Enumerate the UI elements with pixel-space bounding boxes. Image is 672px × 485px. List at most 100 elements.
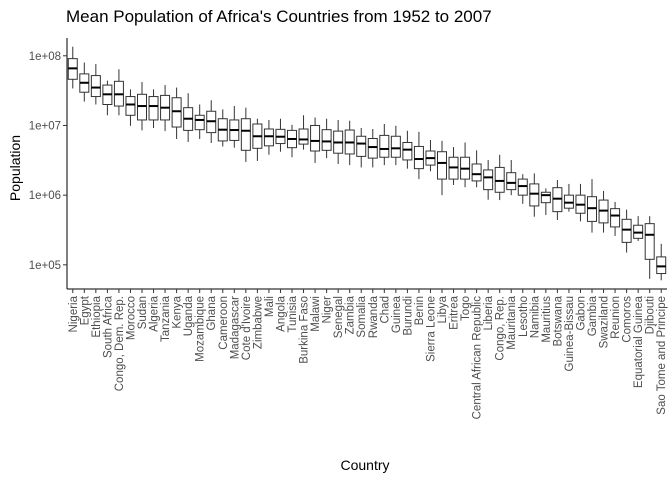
box [298, 128, 309, 145]
x-axis-title: Country [340, 457, 389, 473]
x-tick-label: Senegal [333, 296, 345, 338]
x-tick-label: Liberia [483, 295, 495, 330]
x-tick-label: Niger [322, 296, 334, 324]
x-tick-label: Eritrea [449, 295, 461, 329]
x-tick-label: Guinea [391, 295, 403, 333]
x-tick-label: Algeria [149, 295, 161, 331]
box [390, 135, 401, 158]
box-group [113, 69, 124, 116]
box-group [633, 216, 644, 241]
box-group [67, 46, 78, 89]
box-group [598, 190, 609, 233]
box [379, 134, 390, 158]
box-group [240, 107, 251, 162]
y-axis: 1e+05 1e+06 1e+07 1e+08 [29, 38, 68, 289]
x-tick-label: Zimbabwe [252, 296, 264, 349]
x-tick-label: Botswana [552, 295, 564, 346]
box [90, 75, 101, 98]
y-tick-label: 1e+07 [29, 120, 61, 132]
box-group [402, 130, 413, 169]
box [240, 118, 251, 151]
x-tick-label: Mali [264, 296, 276, 317]
x-tick-label: Libya [437, 295, 449, 323]
x-tick-label: Benin [414, 296, 426, 325]
box-group [379, 123, 390, 166]
box [644, 223, 655, 260]
x-tick-label: Burkina Faso [299, 296, 311, 364]
box [402, 141, 413, 161]
x-tick-label: Somalia [356, 295, 368, 337]
box [483, 169, 494, 191]
x-tick-label: Gambia [587, 295, 599, 336]
box-group [621, 209, 632, 253]
box-group [413, 131, 424, 180]
box-group [610, 201, 621, 236]
box [194, 114, 205, 131]
x-tick-label: Congo, Dem. Rep. [114, 296, 126, 391]
box-group [656, 243, 667, 281]
box [356, 135, 367, 157]
box-group [575, 183, 586, 222]
box [367, 138, 378, 159]
box-group [437, 140, 447, 196]
box-group [540, 188, 551, 215]
box-group [563, 183, 574, 212]
box-group [298, 115, 309, 150]
box [471, 163, 482, 182]
box [506, 172, 517, 191]
x-tick-label: Sierra Leone [425, 296, 437, 362]
x-tick-label: Sao Tome and Principe [656, 296, 668, 415]
box-group [367, 128, 378, 168]
box [656, 256, 667, 275]
box-group [506, 159, 517, 196]
x-tick-label: Rwanda [368, 295, 380, 338]
box [321, 129, 332, 151]
box [621, 218, 632, 243]
box [148, 96, 159, 121]
chart-title: Mean Population of Africa's Countries fr… [66, 7, 492, 26]
x-tick-label: Djibouti [645, 296, 657, 334]
boxes-layer [67, 46, 667, 281]
box-group [344, 120, 355, 166]
box-group [183, 93, 194, 142]
x-tick-label: Lesotho [518, 296, 530, 337]
x-tick-label: Morocco [125, 296, 137, 340]
box-group [321, 118, 332, 159]
box-group [587, 179, 597, 233]
box [263, 128, 274, 147]
x-tick-label: Tanzania [160, 295, 172, 342]
box-group [529, 173, 540, 217]
x-tick-label: Burundi [402, 296, 414, 336]
box-group [275, 118, 286, 152]
box-group [90, 64, 101, 105]
x-axis: Nigeria Egypt Ethiopia South Africa Congo, D… [67, 288, 668, 419]
box-group [287, 124, 297, 158]
x-tick-label: Mauritania [506, 295, 518, 349]
x-tick-label: Congo, Rep. [495, 296, 507, 361]
box-group [471, 150, 482, 188]
box [563, 194, 574, 209]
box [310, 124, 321, 152]
box [540, 191, 551, 204]
x-tick-label: Angola [275, 295, 287, 331]
x-tick-label: Cameroon [218, 296, 230, 350]
box-group [460, 142, 471, 188]
x-tick-label: Zambia [345, 295, 357, 334]
box-group [333, 119, 344, 164]
box [517, 178, 528, 196]
box-group [229, 106, 240, 148]
box-group [448, 147, 459, 185]
box-group [137, 82, 147, 131]
box-group [356, 127, 367, 168]
box-group [217, 109, 228, 147]
x-tick-label: Egypt [79, 295, 91, 325]
box-group [160, 85, 171, 132]
x-tick-label: Cote d'Ivoire [241, 296, 253, 360]
x-tick-label: Nigeria [68, 295, 80, 332]
box-group [125, 89, 136, 126]
x-tick-label: Sudan [137, 296, 149, 329]
box [529, 183, 540, 207]
box-group [171, 87, 182, 139]
x-tick-label: Equatorial Guinea [633, 295, 645, 388]
